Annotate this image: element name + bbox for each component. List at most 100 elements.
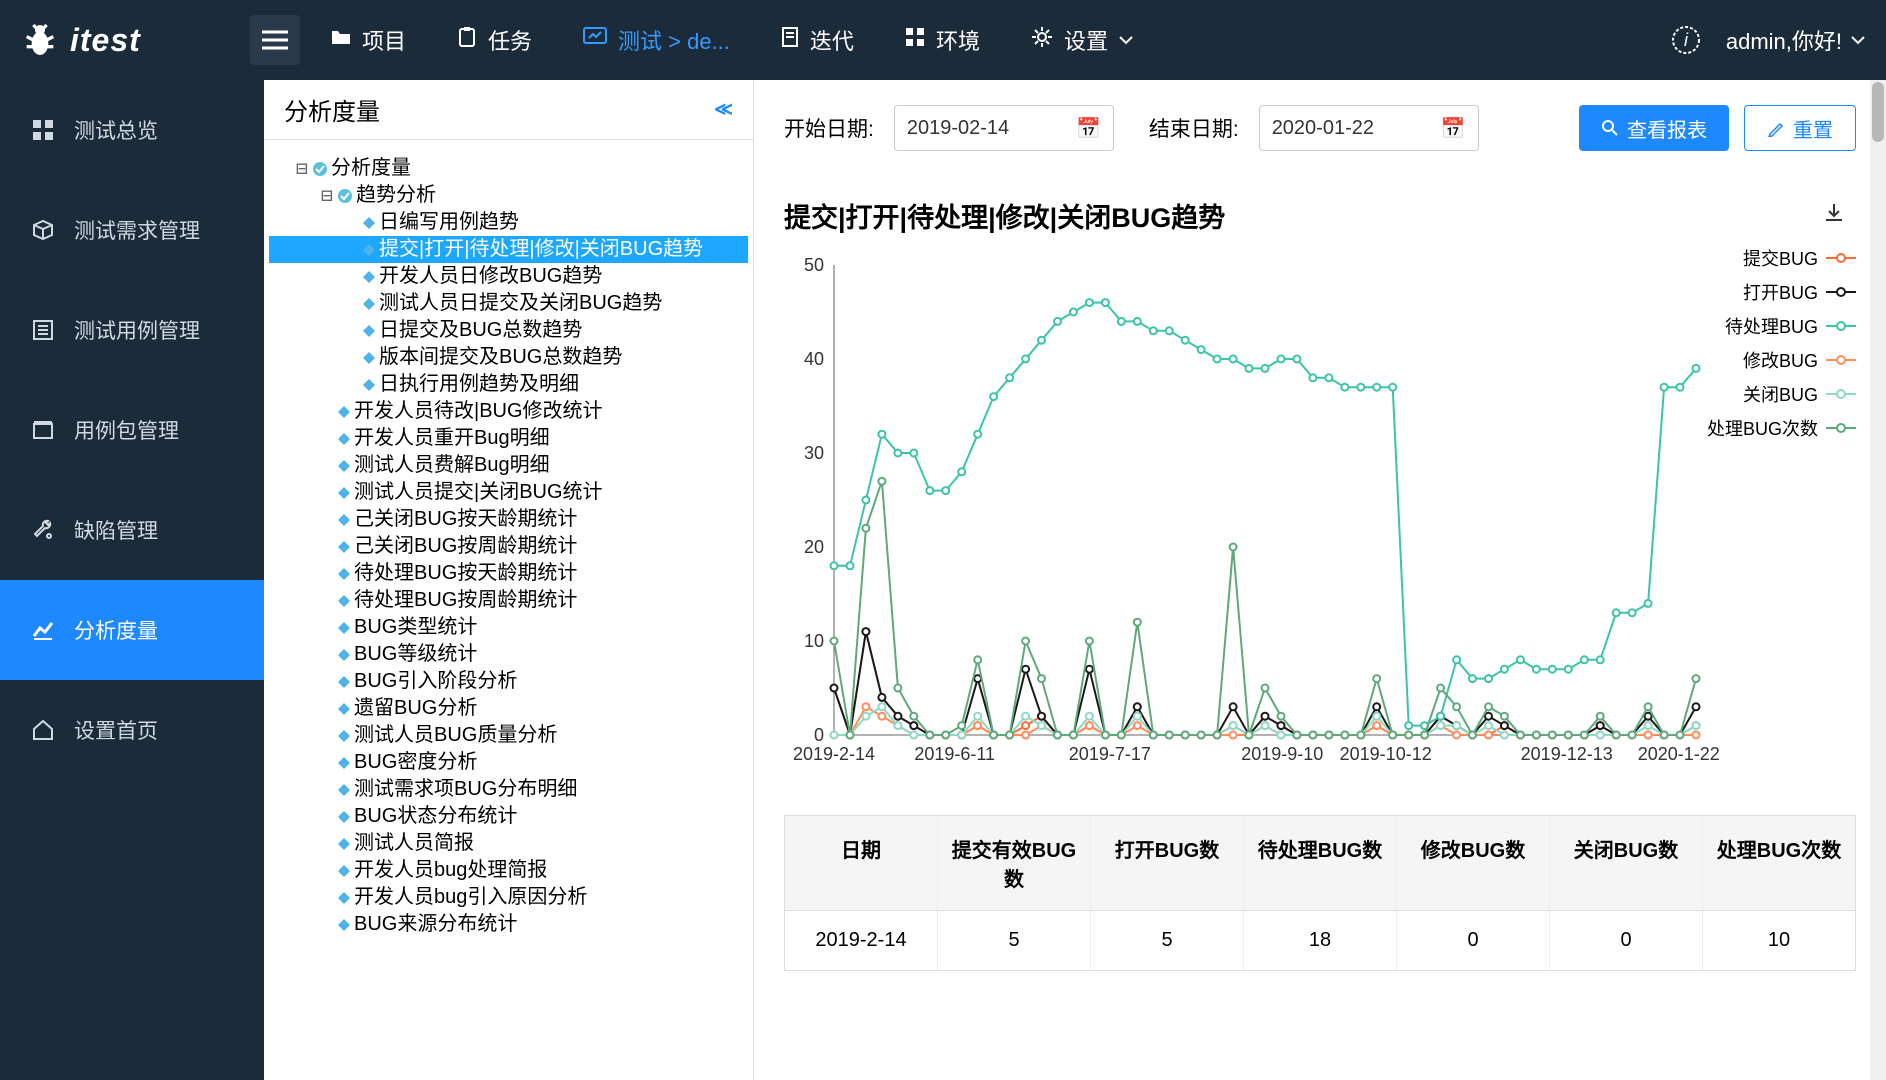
tree-label: 测试人员BUG质量分析 bbox=[354, 722, 557, 749]
tree-node[interactable]: BUG状态分布统计 bbox=[269, 803, 748, 830]
start-date-input[interactable]: 2019-02-14 📅 bbox=[894, 105, 1114, 151]
vertical-scrollbar[interactable] bbox=[1870, 80, 1886, 1080]
legend-item[interactable]: 打开BUG bbox=[1707, 279, 1856, 305]
nav-item-folder[interactable]: 项目 bbox=[330, 24, 406, 56]
sidebar-item[interactable]: 设置首页 bbox=[0, 680, 264, 780]
legend-item[interactable]: 关闭BUG bbox=[1707, 381, 1856, 407]
tree-node[interactable]: 开发人员待改|BUG修改统计 bbox=[269, 398, 748, 425]
legend-item[interactable]: 提交BUG bbox=[1707, 245, 1856, 271]
diamond-icon bbox=[336, 755, 352, 771]
expand-toggle[interactable]: ⊟ bbox=[295, 155, 309, 182]
tree-node[interactable]: 己关闭BUG按周龄期统计 bbox=[269, 533, 748, 560]
nav-item-grid[interactable]: 环境 bbox=[904, 24, 980, 56]
tree-node[interactable]: 版本间提交及BUG总数趋势 bbox=[269, 344, 748, 371]
tree-collapse-button[interactable]: ≪ bbox=[714, 99, 733, 120]
tree-node[interactable]: 测试人员BUG质量分析 bbox=[269, 722, 748, 749]
sidebar-item[interactable]: 缺陷管理 bbox=[0, 480, 264, 580]
legend-label: 待处理BUG bbox=[1725, 313, 1818, 339]
diamond-icon bbox=[361, 296, 377, 312]
tree-node[interactable]: 开发人员重开Bug明细 bbox=[269, 425, 748, 452]
folder-icon bbox=[330, 26, 352, 54]
chevron-down-icon bbox=[1118, 35, 1134, 45]
sidebar-item[interactable]: 测试用例管理 bbox=[0, 280, 264, 380]
nav-label: 环境 bbox=[936, 24, 980, 56]
tree-node[interactable]: 己关闭BUG按天龄期统计 bbox=[269, 506, 748, 533]
sidebar-item[interactable]: 分析度量 bbox=[0, 580, 264, 680]
diamond-icon bbox=[336, 917, 352, 933]
tree-label: BUG来源分布统计 bbox=[354, 911, 517, 938]
table-cell: 5 bbox=[1091, 911, 1244, 970]
nav-item-monitor[interactable]: 测试 > de... bbox=[582, 24, 730, 56]
download-icon bbox=[1822, 201, 1846, 225]
diamond-icon bbox=[336, 512, 352, 528]
end-date-input[interactable]: 2020-01-22 📅 bbox=[1259, 105, 1479, 151]
tree-node[interactable]: 开发人员bug引入原因分析 bbox=[269, 884, 748, 911]
table-header-cell: 提交有效BUG数 bbox=[938, 816, 1091, 910]
nav-item-doc[interactable]: 迭代 bbox=[780, 24, 854, 56]
legend-item[interactable]: 待处理BUG bbox=[1707, 313, 1856, 339]
tree-node[interactable]: 待处理BUG按天龄期统计 bbox=[269, 560, 748, 587]
sidebar-item[interactable]: 测试需求管理 bbox=[0, 180, 264, 280]
tree-node[interactable]: 遗留BUG分析 bbox=[269, 695, 748, 722]
tree-label: 测试人员简报 bbox=[354, 830, 474, 857]
legend-item[interactable]: 处理BUG次数 bbox=[1707, 415, 1856, 441]
tree-node[interactable]: 提交|打开|待处理|修改|关闭BUG趋势 bbox=[269, 236, 748, 263]
tree-node[interactable]: 测试人员提交|关闭BUG统计 bbox=[269, 479, 748, 506]
tree-node[interactable]: 开发人员日修改BUG趋势 bbox=[269, 263, 748, 290]
view-report-button[interactable]: 查看报表 bbox=[1579, 105, 1729, 151]
svg-text:40: 40 bbox=[804, 349, 824, 369]
tree-node[interactable]: 待处理BUG按周龄期统计 bbox=[269, 587, 748, 614]
box-icon bbox=[30, 217, 56, 243]
line-chart: 010203040502019-2-142019-6-112019-7-1720… bbox=[774, 245, 1866, 785]
tree-node[interactable]: 日执行用例趋势及明细 bbox=[269, 371, 748, 398]
info-button[interactable]: i bbox=[1671, 25, 1701, 55]
tree-node[interactable]: BUG密度分析 bbox=[269, 749, 748, 776]
table-cell: 0 bbox=[1397, 911, 1550, 970]
expand-toggle[interactable]: ⊟ bbox=[320, 182, 334, 209]
diamond-icon bbox=[336, 728, 352, 744]
svg-text:i: i bbox=[1684, 30, 1689, 50]
tree-label: 提交|打开|待处理|修改|关闭BUG趋势 bbox=[379, 236, 703, 263]
data-table: 日期提交有效BUG数打开BUG数待处理BUG数修改BUG数关闭BUG数处理BUG… bbox=[784, 815, 1856, 971]
scrollbar-thumb[interactable] bbox=[1872, 82, 1884, 142]
user-menu[interactable]: admin,你好! bbox=[1726, 24, 1866, 56]
sidebar-item[interactable]: 测试总览 bbox=[0, 80, 264, 180]
tree-node[interactable]: 开发人员bug处理简报 bbox=[269, 857, 748, 884]
menu-toggle-button[interactable] bbox=[250, 15, 300, 65]
sidebar-item[interactable]: 用例包管理 bbox=[0, 380, 264, 480]
tree-node[interactable]: 测试人员简报 bbox=[269, 830, 748, 857]
diamond-icon bbox=[336, 485, 352, 501]
user-greeting: admin,你好! bbox=[1726, 24, 1842, 56]
gear-icon bbox=[1030, 25, 1054, 55]
tree-node[interactable]: 日提交及BUG总数趋势 bbox=[269, 317, 748, 344]
tree-title: 分析度量 bbox=[284, 92, 380, 127]
legend-item[interactable]: 修改BUG bbox=[1707, 347, 1856, 373]
download-button[interactable] bbox=[1822, 201, 1846, 230]
tree-node[interactable]: BUG引入阶段分析 bbox=[269, 668, 748, 695]
tree-node[interactable]: 测试人员费解Bug明细 bbox=[269, 452, 748, 479]
tree-node[interactable]: BUG类型统计 bbox=[269, 614, 748, 641]
legend-marker bbox=[1826, 388, 1856, 400]
table-cell: 10 bbox=[1703, 911, 1855, 970]
clipboard-icon bbox=[456, 26, 478, 54]
tree-node[interactable]: ⊟分析度量 bbox=[269, 155, 748, 182]
legend-marker bbox=[1826, 320, 1856, 332]
tree-node[interactable]: BUG等级统计 bbox=[269, 641, 748, 668]
diamond-icon bbox=[336, 404, 352, 420]
diamond-icon bbox=[361, 269, 377, 285]
chevron-down-icon bbox=[1850, 35, 1866, 45]
tree-node[interactable]: 测试需求项BUG分布明细 bbox=[269, 776, 748, 803]
svg-text:2019-6-11: 2019-6-11 bbox=[914, 744, 995, 764]
reset-button[interactable]: 重置 bbox=[1744, 105, 1856, 151]
tree-node[interactable]: BUG来源分布统计 bbox=[269, 911, 748, 938]
nav-item-clipboard[interactable]: 任务 bbox=[456, 24, 532, 56]
chart-title: 提交|打开|待处理|修改|关闭BUG趋势 bbox=[784, 196, 1225, 235]
svg-text:30: 30 bbox=[804, 443, 824, 463]
table-header-cell: 日期 bbox=[785, 816, 938, 910]
tree-node[interactable]: 测试人员日提交及关闭BUG趋势 bbox=[269, 290, 748, 317]
nav-item-gear[interactable]: 设置 bbox=[1030, 24, 1134, 56]
tree-node[interactable]: 日编写用例趋势 bbox=[269, 209, 748, 236]
legend-marker bbox=[1826, 252, 1856, 264]
tree-node[interactable]: ⊟趋势分析 bbox=[269, 182, 748, 209]
svg-text:0: 0 bbox=[814, 725, 824, 745]
